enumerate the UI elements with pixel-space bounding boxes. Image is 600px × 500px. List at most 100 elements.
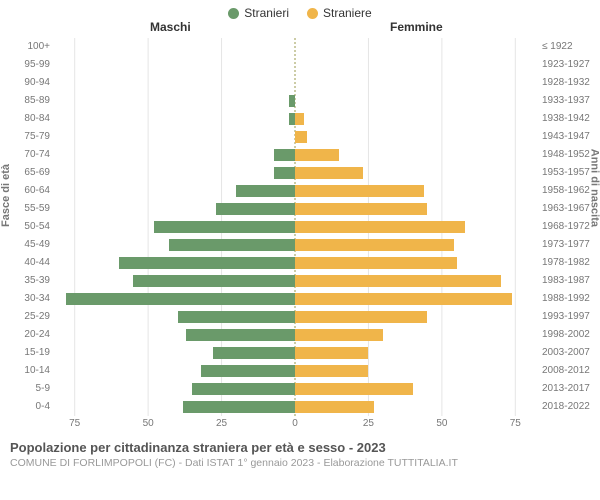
bar-row: [60, 76, 530, 90]
bar-male: [133, 275, 295, 287]
legend-item-male: Stranieri: [228, 6, 289, 20]
bar-female: [295, 239, 454, 251]
population-pyramid-chart: Stranieri Straniere Maschi Femmine Fasce…: [0, 0, 600, 500]
birth-label: 1933-1937: [542, 96, 590, 106]
birth-label: 2008-2012: [542, 366, 590, 376]
bar-female: [295, 365, 368, 377]
bar-female: [295, 185, 424, 197]
birth-label: 1963-1967: [542, 204, 590, 214]
footer: Popolazione per cittadinanza straniera p…: [0, 434, 600, 469]
birth-label: 1968-1972: [542, 222, 590, 232]
bar-male: [186, 329, 295, 341]
bar-female: [295, 329, 383, 341]
birth-label: 1983-1987: [542, 276, 590, 286]
bar-female: [295, 167, 363, 179]
bar-row: [60, 238, 530, 252]
bar-male: [192, 383, 295, 395]
bar-female: [295, 383, 413, 395]
column-headers: Maschi Femmine: [0, 20, 600, 38]
bar-male: [213, 347, 295, 359]
bar-row: [60, 40, 530, 54]
chart-title: Popolazione per cittadinanza straniera p…: [10, 440, 590, 455]
x-tick: 25: [216, 418, 227, 429]
bar-male: [154, 221, 295, 233]
bar-female: [295, 149, 339, 161]
bar-male: [178, 311, 296, 323]
bar-male: [236, 185, 295, 197]
birth-label: ≤ 1922: [542, 42, 573, 52]
age-label: 100+: [27, 42, 50, 52]
bar-row: [60, 346, 530, 360]
header-female: Femmine: [390, 20, 443, 34]
bar-female: [295, 221, 465, 233]
legend-label-female: Straniere: [323, 6, 372, 20]
birth-label: 1923-1927: [542, 60, 590, 70]
bar-row: [60, 220, 530, 234]
y-labels-birth: ≤ 19221923-19271928-19321933-19371938-19…: [536, 38, 600, 416]
age-label: 25-29: [24, 312, 50, 322]
age-label: 40-44: [24, 258, 50, 268]
birth-label: 2018-2022: [542, 402, 590, 412]
birth-label: 1978-1982: [542, 258, 590, 268]
age-label: 20-24: [24, 330, 50, 340]
bar-female: [295, 275, 501, 287]
x-tick: 0: [292, 418, 298, 429]
bar-female: [295, 131, 307, 143]
bar-female: [295, 293, 512, 305]
bar-row: [60, 58, 530, 72]
x-tick: 50: [436, 418, 447, 429]
bar-row: [60, 184, 530, 198]
birth-label: 1998-2002: [542, 330, 590, 340]
birth-label: 1943-1947: [542, 132, 590, 142]
bar-female: [295, 203, 427, 215]
bar-male: [183, 401, 295, 413]
bar-male: [274, 167, 295, 179]
x-tick: 75: [510, 418, 521, 429]
bar-female: [295, 347, 368, 359]
legend-swatch-female: [307, 8, 318, 19]
bar-row: [60, 112, 530, 126]
bar-row: [60, 166, 530, 180]
legend: Stranieri Straniere: [0, 0, 600, 20]
age-label: 90-94: [24, 78, 50, 88]
x-axis: 7550250255075: [60, 416, 530, 434]
plot-area: Fasce di età Anni di nascita 100+95-9990…: [0, 38, 600, 416]
header-male: Maschi: [150, 20, 191, 34]
chart-subtitle: COMUNE DI FORLIMPOPOLI (FC) - Dati ISTAT…: [10, 457, 590, 469]
x-tick: 75: [69, 418, 80, 429]
legend-item-female: Straniere: [307, 6, 372, 20]
bar-row: [60, 292, 530, 306]
legend-swatch-male: [228, 8, 239, 19]
age-label: 80-84: [24, 114, 50, 124]
bar-row: [60, 310, 530, 324]
bar-row: [60, 148, 530, 162]
birth-label: 2013-2017: [542, 384, 590, 394]
bar-male: [201, 365, 295, 377]
age-label: 30-34: [24, 294, 50, 304]
bar-row: [60, 364, 530, 378]
birth-label: 1988-1992: [542, 294, 590, 304]
age-label: 10-14: [24, 366, 50, 376]
birth-label: 2003-2007: [542, 348, 590, 358]
bar-female: [295, 311, 427, 323]
age-label: 35-39: [24, 276, 50, 286]
age-label: 55-59: [24, 204, 50, 214]
bar-row: [60, 256, 530, 270]
age-label: 95-99: [24, 60, 50, 70]
bar-row: [60, 328, 530, 342]
age-label: 85-89: [24, 96, 50, 106]
age-label: 70-74: [24, 150, 50, 160]
bar-male: [169, 239, 295, 251]
age-label: 65-69: [24, 168, 50, 178]
bar-row: [60, 130, 530, 144]
y-labels-age: 100+95-9990-9485-8980-8475-7970-7465-696…: [0, 38, 56, 416]
bar-male: [216, 203, 295, 215]
birth-label: 1953-1957: [542, 168, 590, 178]
age-label: 60-64: [24, 186, 50, 196]
age-label: 50-54: [24, 222, 50, 232]
birth-label: 1938-1942: [542, 114, 590, 124]
bar-female: [295, 113, 304, 125]
birth-label: 1973-1977: [542, 240, 590, 250]
bar-female: [295, 257, 457, 269]
age-label: 5-9: [36, 384, 50, 394]
